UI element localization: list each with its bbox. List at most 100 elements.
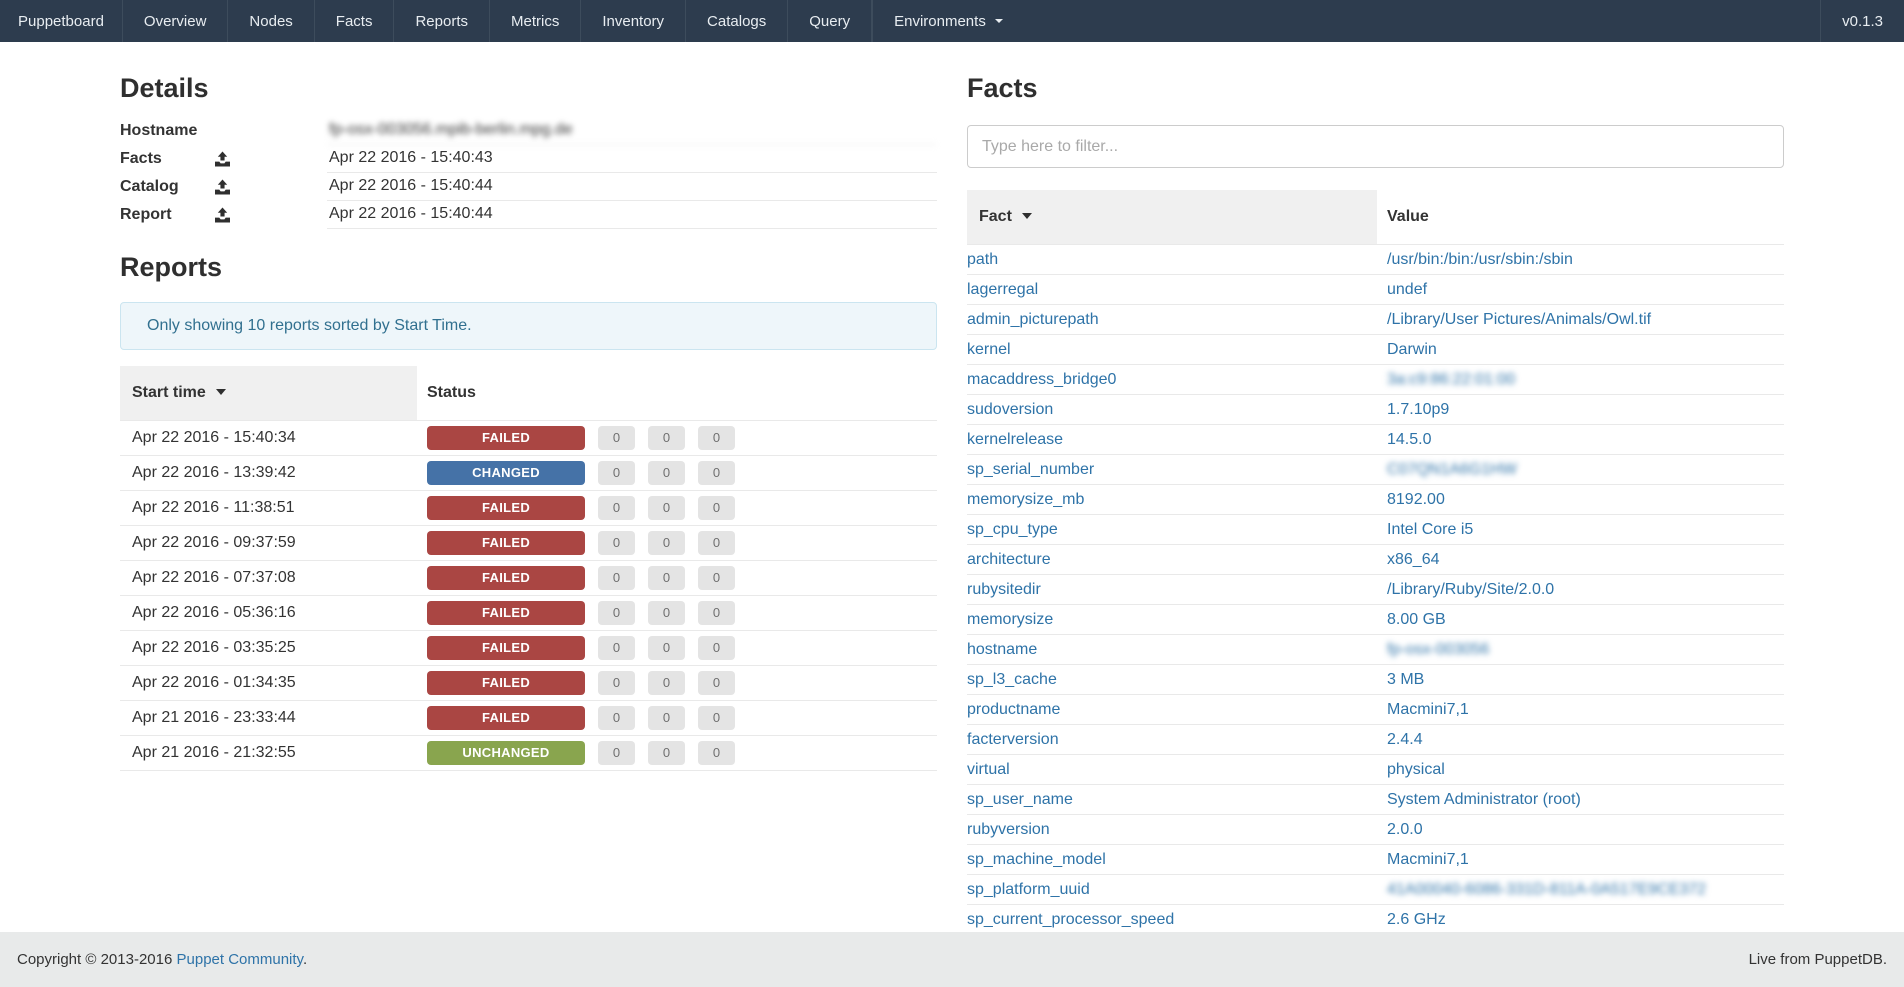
fact-link[interactable]: productname [967,700,1061,718]
navbar-brand[interactable]: Puppetboard [18,12,104,30]
nav-item-metrics[interactable]: Metrics [489,0,580,42]
fact-link[interactable]: memorysize_mb [967,490,1085,508]
fact-row: sp_machine_model Macmini7,1 [967,844,1784,874]
facts-table-body: path/usr/bin:/bin:/usr/sbin:/sbin lagerre… [967,244,1784,934]
fact-link[interactable]: kernelrelease [967,430,1064,448]
nav-item-environments[interactable]: Environments [872,0,1024,42]
nav-item-facts[interactable]: Facts [313,0,394,42]
fact-value[interactable]: 3 MB [1387,670,1425,688]
fact-link[interactable]: facterversion [967,730,1059,748]
nav-item-overview[interactable]: Overview [121,0,228,42]
report-start-time: Apr 22 2016 - 09:37:59 [132,534,296,551]
fact-value[interactable]: x86_64 [1387,550,1440,568]
fact-link[interactable]: sudoversion [967,400,1054,418]
event-count-badge: 0 [598,461,635,485]
event-count-badge: 0 [648,636,685,660]
fact-link[interactable]: sp_serial_number [967,460,1095,478]
fact-row: memorysize 8.00 GB [967,604,1784,634]
report-row: Apr 21 2016 - 21:32:55 UNCHANGED 0 0 0 [120,735,937,770]
fact-link[interactable]: memorysize [967,610,1054,628]
fact-link[interactable]: rubysitedir [967,580,1041,598]
status-badge: FAILED [427,706,585,730]
fact-row: path/usr/bin:/bin:/usr/sbin:/sbin [967,244,1784,274]
upload-icon[interactable] [215,151,230,167]
detail-label: Report [120,205,172,223]
fact-value[interactable]: physical [1387,760,1445,778]
status-badge: CHANGED [427,461,585,485]
fact-link[interactable]: sp_l3_cache [967,670,1057,688]
event-count-badge: 0 [598,426,635,450]
fact-link[interactable]: sp_cpu_type [967,520,1058,538]
fact-link[interactable]: sp_machine_model [967,850,1106,868]
facts-table: Fact Value path/usr/bin:/bin:/usr/sbin:/… [967,190,1784,935]
sort-desc-icon [215,389,226,395]
event-count-badge: 0 [598,706,635,730]
detail-label: Facts [120,149,162,167]
report-row: Apr 22 2016 - 15:40:34 FAILED 0 0 0 [120,420,937,455]
event-count-badge: 0 [598,566,635,590]
fact-link[interactable]: lagerregal [967,280,1039,298]
fact-row: lagerregal undef [967,274,1784,304]
fact-link[interactable]: sp_user_name [967,790,1073,808]
fact-value[interactable]: fp-osx-003056 [1387,640,1490,658]
report-status-cell: FAILED 0 0 0 [417,636,937,660]
fact-value[interactable]: 8192.00 [1387,490,1445,508]
report-row: Apr 22 2016 - 01:34:35 FAILED 0 0 0 [120,665,937,700]
fact-value[interactable]: /Library/User Pictures/Animals/Owl.tif [1387,310,1652,328]
nav-item-inventory[interactable]: Inventory [580,0,685,42]
reports-info-alert: Only showing 10 reports sorted by Start … [120,302,937,350]
fact-value[interactable]: 1.7.10p9 [1387,400,1450,418]
report-status-cell: FAILED 0 0 0 [417,566,937,590]
fact-link[interactable]: architecture [967,550,1051,568]
start-time-column-header[interactable]: Start time [120,366,417,420]
nav-item-query[interactable]: Query [787,0,873,42]
report-row: Apr 22 2016 - 13:39:42 CHANGED 0 0 0 [120,455,937,490]
fact-link[interactable]: hostname [967,640,1038,658]
upload-icon[interactable] [215,179,230,195]
report-start-time: Apr 22 2016 - 15:40:34 [132,429,296,446]
fact-value[interactable]: C07QN1A6G1HW [1387,460,1517,478]
navbar-spacer [1024,0,1820,42]
fact-value[interactable]: /Library/Ruby/Site/2.0.0 [1387,580,1555,598]
detail-row: Catalog Apr 22 2016 - 15:40:44 [120,173,937,201]
fact-value[interactable]: Macmini7,1 [1387,700,1469,718]
fact-link[interactable]: kernel [967,340,1011,358]
nav-item-catalogs[interactable]: Catalogs [685,0,787,42]
fact-value[interactable]: 2.0.0 [1387,820,1423,838]
report-status-cell: FAILED 0 0 0 [417,706,937,730]
sort-desc-icon [1021,213,1032,219]
fact-value[interactable]: 2.4.4 [1387,730,1423,748]
nav-item-reports[interactable]: Reports [393,0,489,42]
fact-value[interactable]: 2.6 GHz [1387,910,1446,928]
fact-value[interactable]: /usr/bin:/bin:/usr/sbin:/sbin [1387,250,1573,268]
fact-column-header[interactable]: Fact [967,190,1377,244]
fact-value[interactable]: Intel Core i5 [1387,520,1474,538]
upload-icon[interactable] [215,207,230,223]
facts-filter-input[interactable] [967,125,1784,168]
event-count-badge: 0 [698,636,735,660]
version-label: v0.1.3 [1820,0,1904,42]
fact-link[interactable]: admin_picturepath [967,310,1099,328]
report-start-time: Apr 21 2016 - 21:32:55 [132,744,296,761]
fact-link[interactable]: macaddress_bridge0 [967,370,1117,388]
puppet-community-link[interactable]: Puppet Community [176,951,303,968]
event-count-badge: 0 [698,496,735,520]
nav-item-nodes[interactable]: Nodes [227,0,313,42]
fact-value[interactable]: Darwin [1387,340,1437,358]
fact-link[interactable]: virtual [967,760,1010,778]
fact-link[interactable]: sp_platform_uuid [967,880,1090,898]
fact-link[interactable]: sp_current_processor_speed [967,910,1175,928]
detail-label-cell: Report [120,202,327,229]
status-badge: FAILED [427,566,585,590]
fact-link[interactable]: path [967,250,999,268]
fact-value[interactable]: System Administrator (root) [1387,790,1581,808]
fact-value[interactable]: Macmini7,1 [1387,850,1469,868]
navbar-items: Overview Nodes Facts Reports Metrics Inventor… [121,0,873,42]
fact-value[interactable]: undef [1387,280,1428,298]
fact-link[interactable]: rubyversion [967,820,1050,838]
detail-row: Hostname fp-osx-003056.mpib-berlin.mpg.de [120,117,937,145]
fact-value[interactable]: 8.00 GB [1387,610,1446,628]
fact-value[interactable]: 3a:c9:86:22:01:00 [1387,370,1516,388]
fact-value[interactable]: 41A00040-6086-331D-811A-0A517E9CE372 [1387,880,1707,898]
fact-value[interactable]: 14.5.0 [1387,430,1432,448]
